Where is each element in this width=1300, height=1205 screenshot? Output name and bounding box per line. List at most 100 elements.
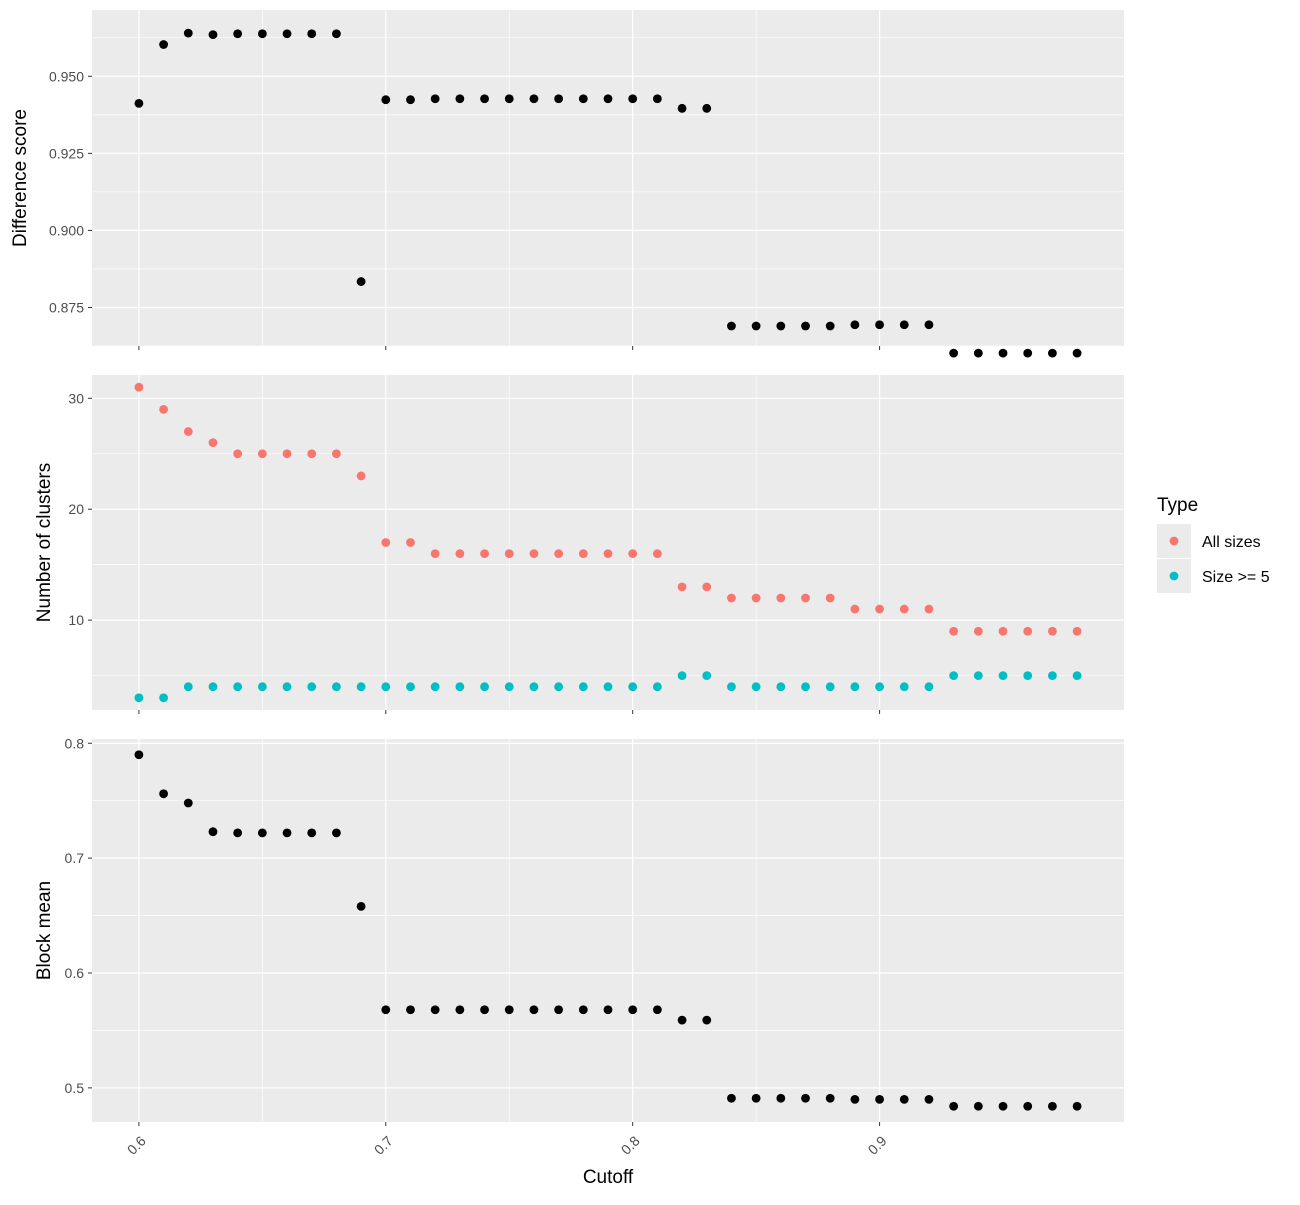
data-point [949,348,959,358]
data-point [578,682,588,692]
panel-background [92,10,1124,346]
data-point [430,682,440,692]
data-point [652,549,662,558]
data-point [578,1005,588,1015]
data-point [381,538,391,547]
y-tick-label: 0.5 [65,1080,85,1096]
data-point [356,682,366,692]
data-point [332,29,341,39]
data-point [899,320,909,330]
y-axis-title: Number of clusters [34,463,55,622]
legend-key-marker [1169,536,1179,546]
data-point [1023,348,1033,358]
panel-background [92,739,1124,1122]
data-point [727,593,736,603]
data-point [183,798,193,808]
data-point [134,693,144,703]
y-tick-label: 30 [68,390,84,406]
data-point [406,682,415,692]
data-point [455,1005,465,1015]
data-point [1048,1101,1057,1111]
data-point [677,1015,687,1025]
data-point [282,828,292,838]
data-point [973,671,983,681]
legend-title: Type [1157,495,1198,516]
data-point [183,28,193,38]
data-point [1072,1101,1082,1111]
data-point [1048,671,1057,681]
data-point [208,30,218,40]
data-point [949,626,959,636]
data-point [998,671,1008,681]
legend-key-marker [1169,571,1179,581]
data-point [406,538,415,547]
data-point [727,321,736,331]
data-point [282,29,292,39]
data-point [529,549,539,558]
data-point [924,320,934,330]
data-point [529,94,539,104]
y-axis-title: Difference score [10,109,31,247]
data-point [825,321,835,331]
data-point [332,828,341,838]
data-point [652,94,662,104]
x-tick-label: 0.7 [371,1133,396,1158]
data-point [1072,626,1082,636]
data-point [233,828,243,838]
data-point [998,1101,1008,1111]
data-point [751,321,761,331]
data-point [776,1093,786,1103]
data-point [801,593,810,603]
data-point [801,682,810,692]
data-point [801,321,810,331]
data-point [554,682,564,692]
data-point [727,682,736,692]
data-point [603,549,613,558]
data-point [924,1094,934,1104]
data-point [381,1005,391,1015]
data-point [282,682,292,692]
y-tick-label: 10 [68,612,84,628]
data-point [159,40,168,49]
data-point [554,549,564,558]
data-point [1023,626,1033,636]
data-point [257,682,267,692]
data-point [455,682,465,692]
data-point [257,449,267,459]
legend-entry-label: All sizes [1202,534,1261,551]
y-tick-label: 0.925 [49,145,84,161]
data-point [677,103,687,113]
data-point [208,682,218,692]
data-point [677,582,687,592]
data-point [899,682,909,692]
data-point [875,604,884,614]
data-point [257,29,267,39]
data-point [825,593,835,603]
data-point [282,449,292,459]
data-point [702,671,712,681]
x-tick-label: 0.9 [865,1133,890,1158]
data-point [702,582,712,592]
data-point [356,471,366,481]
data-point [776,321,786,331]
data-point [652,682,662,692]
data-point [628,682,638,692]
data-point [850,682,860,692]
data-point [504,682,514,692]
data-point [480,94,489,104]
y-tick-label: 0.6 [65,965,85,981]
data-point [875,1094,884,1104]
data-point [949,1101,959,1111]
data-point [356,277,366,286]
data-point [208,827,218,837]
data-point [134,382,144,392]
data-point [998,348,1008,358]
data-point [924,682,934,692]
legend-entry-label: Size >= 5 [1202,569,1270,586]
data-point [381,95,391,105]
data-point [973,626,983,636]
data-point [677,671,687,681]
data-point [776,682,786,692]
